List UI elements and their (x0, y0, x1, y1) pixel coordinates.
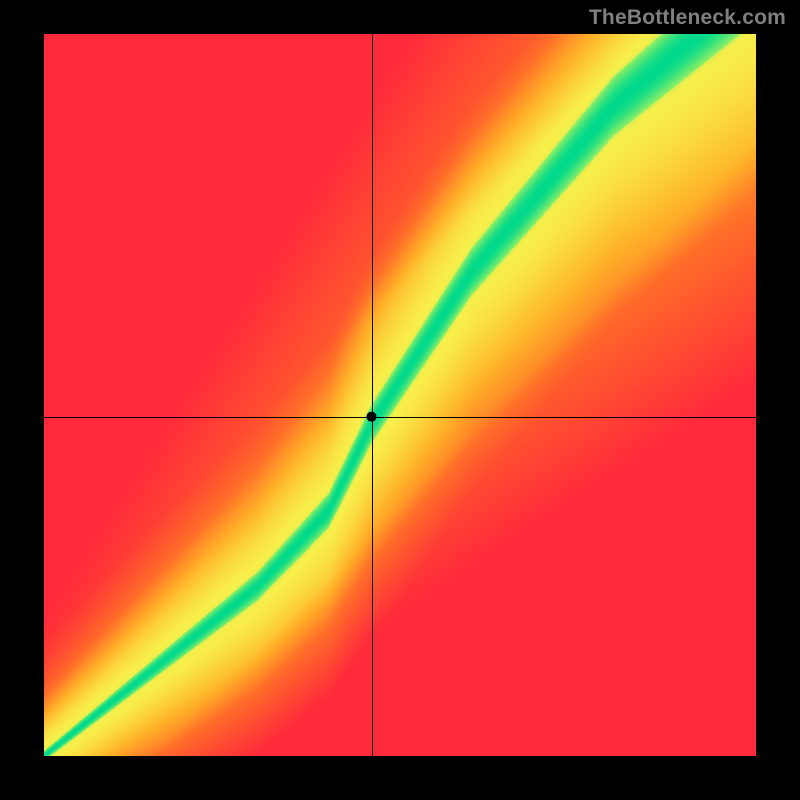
watermark-text: TheBottleneck.com (589, 6, 786, 30)
chart-container: TheBottleneck.com (0, 0, 800, 800)
heatmap-canvas (44, 34, 756, 756)
